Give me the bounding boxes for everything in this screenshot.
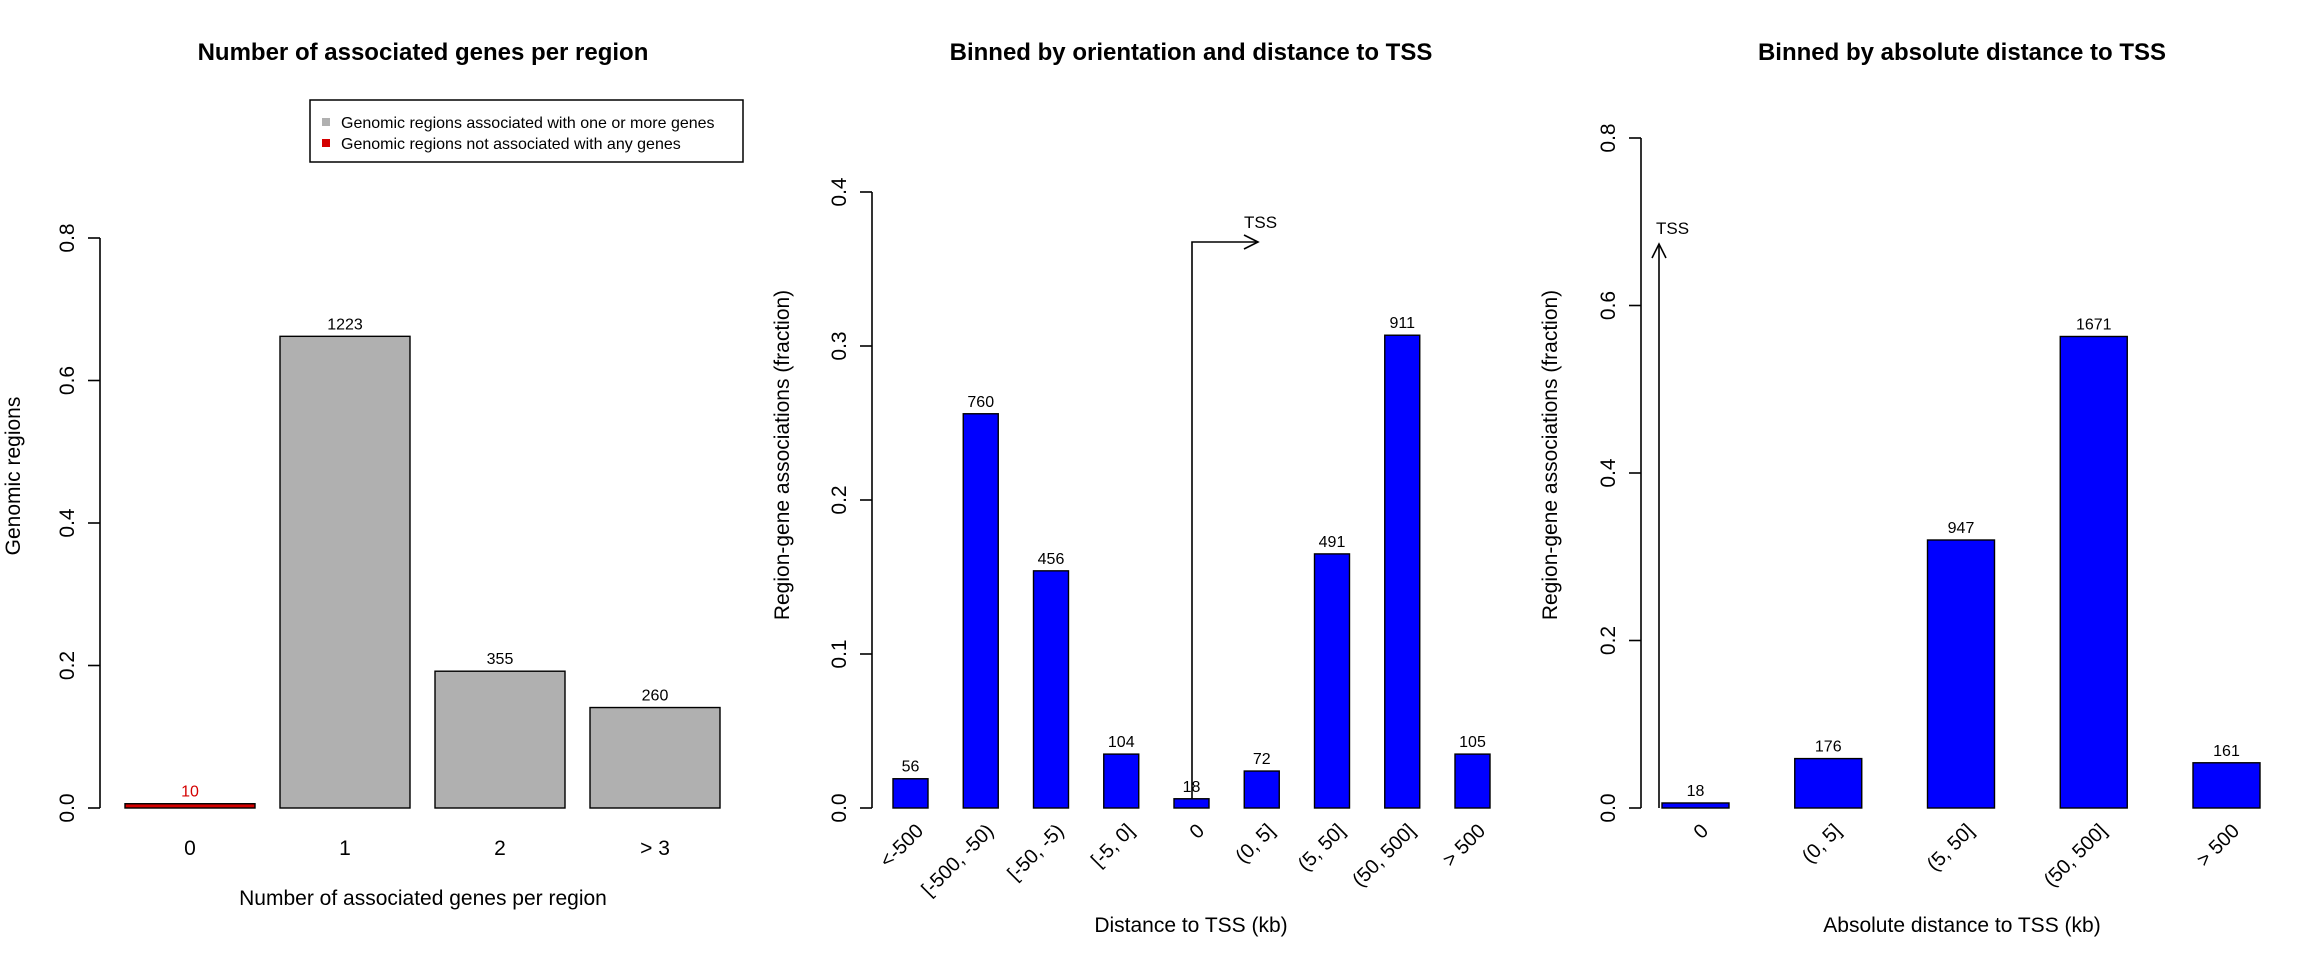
tss-arrowhead — [1243, 234, 1260, 250]
bar-value-label: 161 — [2213, 743, 2240, 760]
x-tick-label: (50, 500] — [1348, 820, 1419, 891]
bar-value-label: 911 — [1389, 315, 1415, 332]
bar-value-label: 355 — [487, 651, 514, 668]
bar — [1926, 539, 1996, 809]
chart-title: Binned by absolute distance to TSS — [1758, 39, 2166, 66]
bar-value-label: 491 — [1319, 534, 1346, 551]
x-tick-label: > 3 — [640, 837, 670, 860]
bar — [1794, 757, 1863, 809]
y-axis-label: Genomic regions — [2, 397, 25, 556]
bar — [124, 803, 256, 809]
x-axis-label: Number of associated genes per region — [239, 887, 607, 910]
x-axis-label: Distance to TSS (kb) — [1094, 914, 1287, 937]
y-axis-label: Region-gene associations (fraction) — [1539, 290, 1562, 620]
x-tick-label: 2 — [494, 837, 506, 860]
bar-value-label: 18 — [1687, 783, 1705, 800]
legend-label-associated: Genomic regions associated with one or m… — [341, 115, 715, 132]
bar-value-label: 1223 — [327, 316, 363, 333]
bar — [1384, 334, 1421, 809]
bar-value-label: 947 — [1948, 520, 1975, 537]
y-tick-label: 0.1 — [828, 639, 851, 668]
chart-title: Binned by orientation and distance to TS… — [950, 39, 1433, 66]
bar-value-label: 105 — [1459, 734, 1486, 751]
bar — [892, 778, 929, 809]
bar-value-label: 56 — [902, 759, 920, 776]
bar-value-label: 456 — [1038, 551, 1065, 568]
bar — [1661, 802, 1730, 809]
bar — [1173, 798, 1210, 809]
tss-marker: TSS — [1651, 219, 1689, 808]
bar — [1243, 770, 1280, 809]
y-tick-label: 0.8 — [1597, 123, 1620, 152]
bar-value-label: 760 — [967, 394, 994, 411]
y-tick-label: 0.0 — [1597, 793, 1620, 822]
tss-arrow — [1191, 241, 1258, 808]
bar — [1454, 753, 1491, 809]
legend-swatch-associated — [322, 118, 330, 126]
x-tick-label: > 500 — [2193, 820, 2244, 871]
bar — [2192, 762, 2261, 809]
bar-value-label: 176 — [1815, 739, 1842, 756]
x-tick-label: [-50, -5) — [1003, 820, 1068, 885]
bar-value-label: 72 — [1253, 751, 1271, 768]
x-tick-label: > 500 — [1439, 820, 1490, 871]
tss-marker: TSS — [1191, 213, 1277, 808]
x-tick-label: <-500 — [876, 820, 928, 872]
y-tick-label: 0.4 — [1597, 458, 1620, 488]
bar — [1032, 570, 1070, 809]
x-tick-label: (0, 5] — [1232, 820, 1280, 868]
bar-value-label: 10 — [181, 784, 199, 801]
y-tick-label: 0.2 — [1597, 626, 1620, 655]
y-tick-label: 0.6 — [56, 366, 79, 395]
y-tick-label: 0.4 — [56, 508, 79, 538]
panel-orientation-distance: Binned by orientation and distance to TS… — [771, 39, 1491, 937]
bar — [279, 335, 411, 809]
x-tick-label: (5, 50] — [1294, 820, 1350, 876]
x-axis-label: Absolute distance to TSS (kb) — [1823, 914, 2100, 937]
y-tick-label: 0.0 — [56, 793, 79, 822]
legend-box — [309, 99, 744, 163]
x-tick-label: 1 — [339, 837, 351, 860]
tss-arrowhead — [1651, 242, 1667, 259]
y-tick-label: 0.6 — [1597, 291, 1620, 320]
legend-label-not-associated: Genomic regions not associated with any … — [341, 136, 681, 153]
chart-title: Number of associated genes per region — [198, 39, 649, 66]
bar-value-label: 260 — [642, 688, 669, 705]
legend: Genomic regions associated with one or m… — [309, 99, 744, 163]
y-tick-label: 0.2 — [56, 651, 79, 680]
panel-absolute-distance: Binned by absolute distance to TSS Absol… — [1539, 39, 2261, 937]
y-axis-label: Region-gene associations (fraction) — [771, 290, 794, 620]
x-tick-label: 0 — [184, 837, 196, 860]
bar — [962, 413, 999, 809]
panel-genes-per-region: Number of associated genes per region Nu… — [2, 39, 744, 910]
y-tick-label: 0.8 — [56, 223, 79, 252]
x-tick-label: (50, 500] — [2040, 820, 2111, 891]
bar — [589, 706, 721, 809]
bar — [1103, 753, 1140, 809]
y-tick-label: 0.0 — [828, 793, 851, 822]
y-tick-label: 0.3 — [828, 331, 851, 360]
bar — [1313, 553, 1351, 809]
tss-label: TSS — [1244, 213, 1277, 232]
x-tick-label: [-5, 0] — [1087, 820, 1139, 872]
bar — [434, 670, 566, 809]
legend-swatch-not-associated — [322, 139, 330, 147]
x-tick-label: 0 — [1690, 820, 1713, 843]
tss-label: TSS — [1656, 219, 1689, 238]
x-tick-label: [-500, -50) — [917, 820, 998, 901]
bar — [2059, 335, 2128, 809]
x-tick-label: (5, 50] — [1923, 820, 1979, 876]
y-tick-label: 0.4 — [828, 177, 851, 207]
x-tick-label: 0 — [1186, 820, 1209, 843]
bar-value-label: 104 — [1108, 734, 1135, 751]
x-tick-label: (0, 5] — [1798, 820, 1846, 868]
bar-value-label: 1671 — [2076, 316, 2112, 333]
bar-value-label: 18 — [1183, 779, 1201, 796]
y-tick-label: 0.2 — [828, 485, 851, 514]
